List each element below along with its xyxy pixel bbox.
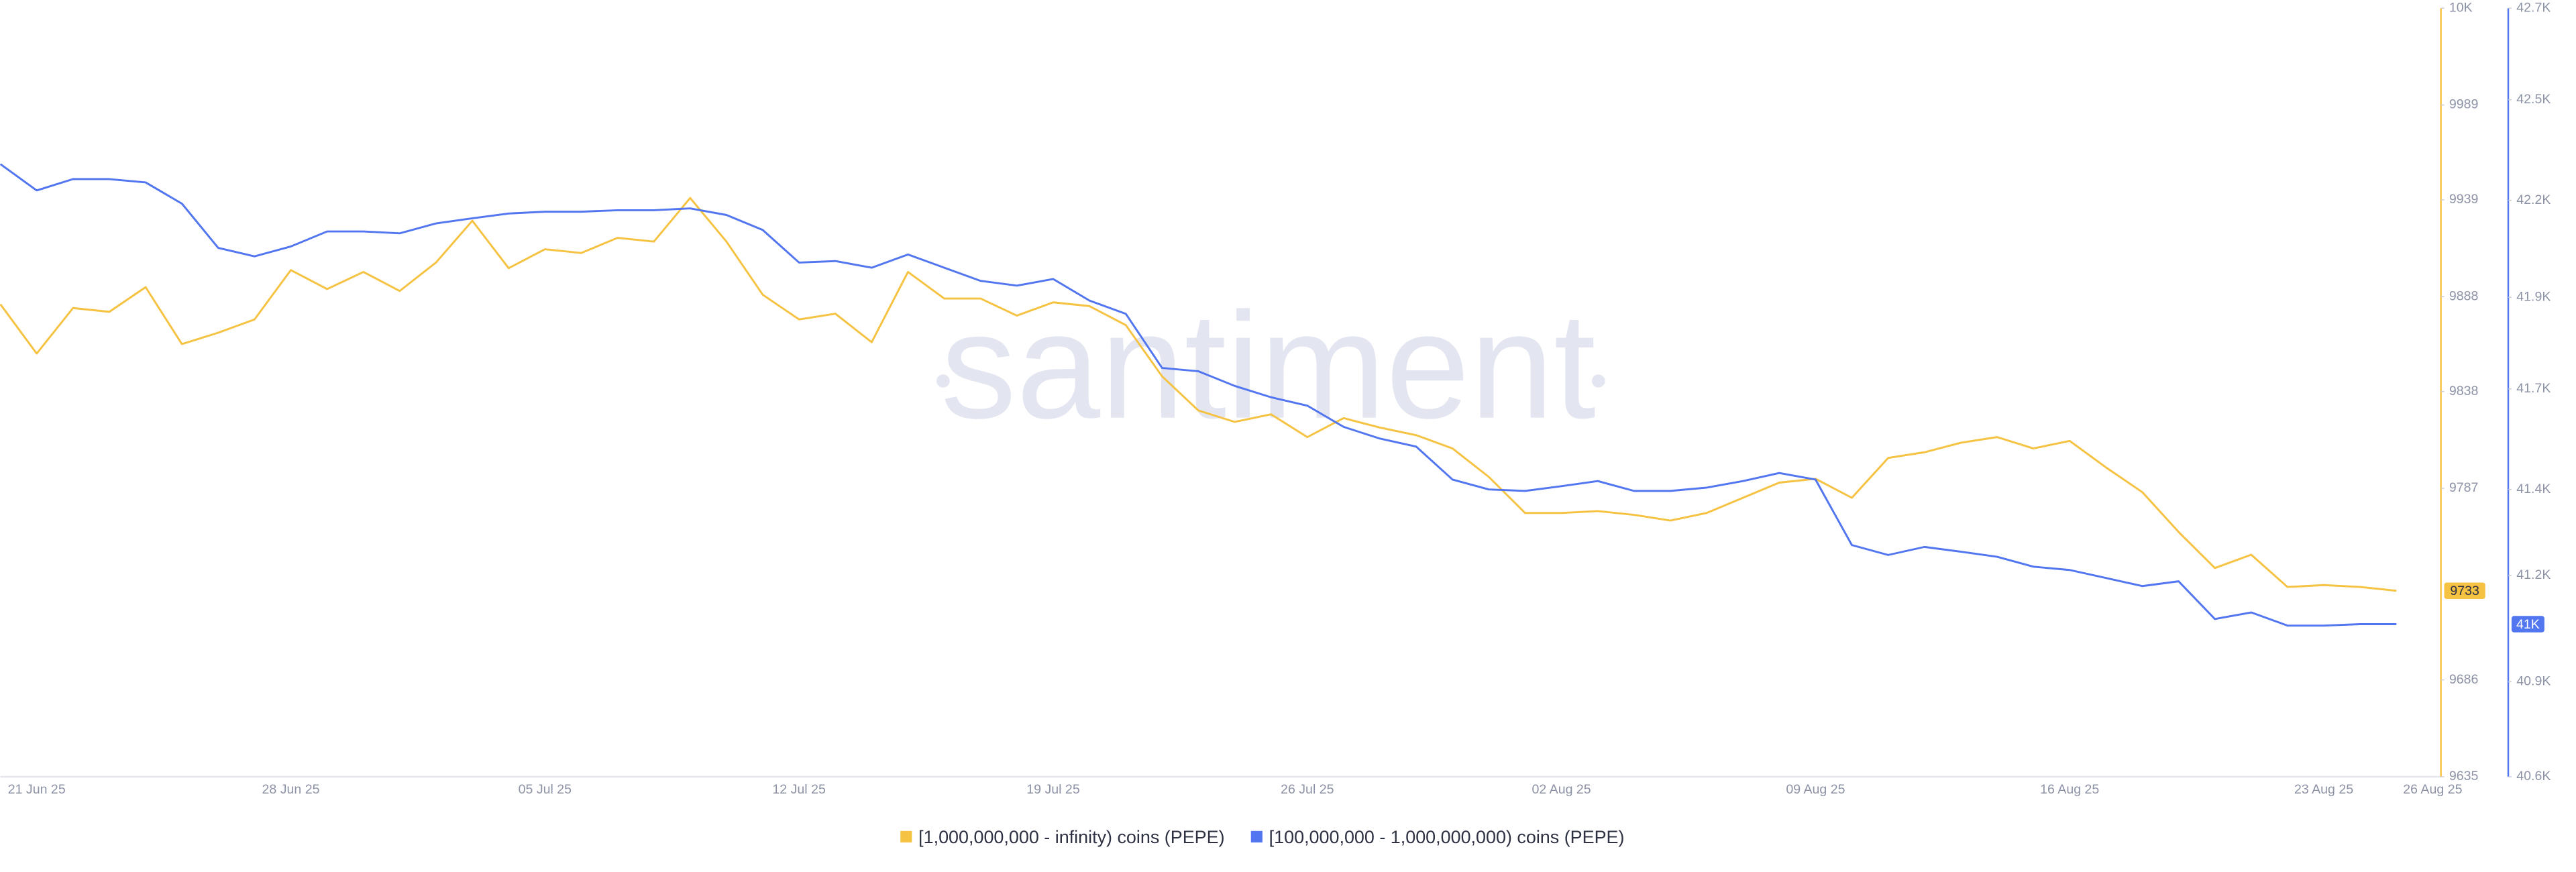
x-tick-label: 19 Jul 25 xyxy=(1026,782,1080,797)
value-label: 9733 xyxy=(2450,584,2479,598)
y2-tick-label: 41.9K xyxy=(2516,289,2551,304)
y-tick-label: 9838 xyxy=(2449,384,2479,398)
y2-tick-label: 40.6K xyxy=(2516,769,2551,783)
value-label: 41K xyxy=(2516,617,2540,632)
legend-swatch xyxy=(900,830,912,842)
watermark: santiment xyxy=(936,281,1605,450)
watermark-dot xyxy=(1591,374,1605,388)
series-line xyxy=(0,163,2397,627)
y-tick-label: 9787 xyxy=(2449,480,2479,495)
y-tick-label: 10K xyxy=(2449,0,2473,15)
x-tick-label: 23 Aug 25 xyxy=(2294,782,2353,797)
legend: [1,000,000,000 - infinity) coins (PEPE) [… xyxy=(900,827,1625,847)
y2-tick-label: 41.7K xyxy=(2516,381,2551,396)
x-tick-label: 09 Aug 25 xyxy=(1786,782,1845,797)
x-tick-label: 28 Jun 25 xyxy=(262,782,320,797)
x-tick-label: 16 Aug 25 xyxy=(2040,782,2099,797)
watermark-text: santiment xyxy=(941,281,1595,450)
value-badge xyxy=(2511,616,2544,633)
y-tick-label: 9686 xyxy=(2449,672,2479,687)
plot: 9635 9686 9787 9838 9888 9939 9989 10K 40.6K 40.9… xyxy=(0,0,2551,797)
y-tick-label: 9939 xyxy=(2449,192,2479,207)
y-tick-label: 9888 xyxy=(2449,288,2479,303)
x-tick-label: 21 Jun 25 xyxy=(8,782,66,797)
x-tick-label: 05 Jul 25 xyxy=(519,782,572,797)
y2-tick-label: 41.4K xyxy=(2516,482,2551,496)
legend-label: [1,000,000,000 - infinity) coins (PEPE) xyxy=(918,827,1224,847)
y2-tick-label: 41.2K xyxy=(2516,567,2551,582)
x-tick-label: 26 Jul 25 xyxy=(1281,782,1334,797)
legend-swatch xyxy=(1250,830,1263,842)
x-tick-label: 26 Aug 25 xyxy=(2403,782,2462,797)
y2-tick-label: 42.2K xyxy=(2516,193,2551,207)
x-tick-label: 12 Jul 25 xyxy=(772,782,826,797)
legend-label: [100,000,000 - 1,000,000,000) coins (PEP… xyxy=(1269,827,1625,847)
watermark-dot xyxy=(936,374,950,388)
y-tick-label: 9635 xyxy=(2449,769,2479,783)
series-line xyxy=(0,197,2397,592)
y2-tick-label: 42.7K xyxy=(2516,0,2551,15)
y2-tick-label: 42.5K xyxy=(2516,92,2551,107)
y2-tick-label: 40.9K xyxy=(2516,673,2551,688)
x-tick-label: 02 Aug 25 xyxy=(1532,782,1591,797)
y-tick-label: 9989 xyxy=(2449,97,2479,112)
value-badge xyxy=(2444,582,2485,599)
